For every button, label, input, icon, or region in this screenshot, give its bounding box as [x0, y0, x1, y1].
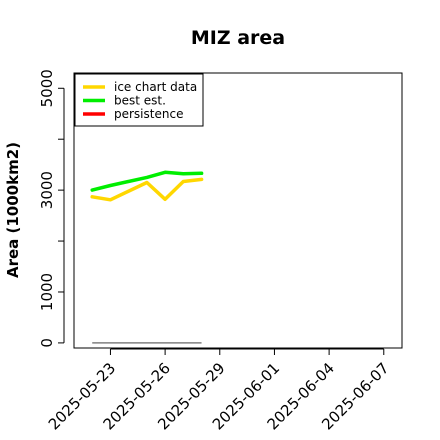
chart-marks: 01000300050002025-05-232025-05-262025-05… — [38, 69, 393, 433]
series-line-best-est — [90, 170, 204, 192]
y-tick-label: 5000 — [38, 69, 56, 107]
y-tick-label: 3000 — [38, 171, 56, 209]
y-axis-label: Area (1000km2) — [4, 142, 22, 278]
legend-label-persistence: persistence — [114, 107, 183, 121]
legend-box — [74, 73, 204, 127]
legend-label-best-est: best est. — [114, 94, 166, 108]
plot-frame — [73, 72, 403, 349]
chart-title: MIZ area — [191, 27, 285, 49]
series-line-ice-chart-data — [90, 177, 204, 202]
y-tick-label: 0 — [38, 338, 56, 348]
legend-label-ice-chart-data: ice chart data — [114, 80, 197, 94]
y-tick-label: 1000 — [38, 273, 56, 311]
